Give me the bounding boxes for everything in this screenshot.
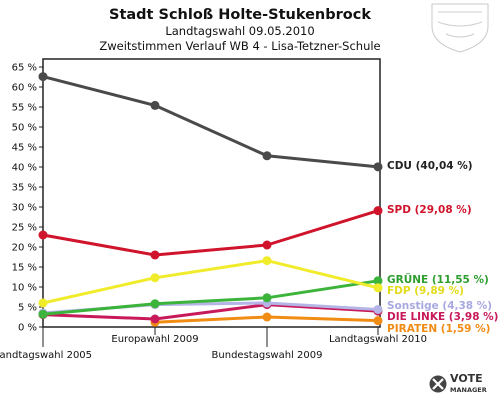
series-line-fdp [42, 259, 379, 305]
y-tick-label: 10 % [12, 283, 37, 294]
y-tick-label: 15 % [12, 263, 37, 274]
y-tick-label: 65 % [12, 63, 37, 74]
coat-of-arms-icon [431, 3, 489, 53]
y-tick-label: 40 % [12, 163, 37, 174]
y-tick-label: 30 % [12, 203, 37, 214]
series-line-die-linke [42, 303, 379, 321]
x-tick-label: Europawahl 2009 [111, 334, 198, 345]
y-tick-label: 35 % [12, 183, 37, 194]
data-point-spd [150, 250, 160, 260]
data-point-gr-ne [38, 309, 48, 319]
chart-subtitle: Landtagswahl 09.05.2010 [165, 24, 314, 38]
series-line-spd [42, 209, 379, 257]
data-point-gr-ne [262, 293, 272, 303]
end-label-gr-ne: GRÜNE (11,55 %) [387, 272, 489, 286]
svg-text:VOTE: VOTE [450, 372, 483, 385]
data-point-cdu [38, 72, 48, 82]
data-point-gr-ne [150, 299, 160, 309]
data-point-spd [38, 230, 48, 240]
y-tick-label: 60 % [12, 83, 37, 94]
data-point-cdu [262, 151, 272, 161]
series-lines [38, 72, 383, 327]
y-tick-label: 25 % [12, 223, 37, 234]
chart-subtitle-2: Zweitstimmen Verlauf WB 4 - Lisa-Tetzner… [99, 39, 380, 53]
data-point-piraten [373, 316, 383, 326]
series-line-cdu [42, 75, 379, 169]
end-label-sonstige: Sonstige (4,38 %) [387, 300, 492, 312]
data-point-die-linke [150, 314, 160, 324]
y-tick-label: 45 % [12, 143, 37, 154]
x-tick-label: Landtagswahl 2005 [0, 350, 92, 361]
data-point-cdu [150, 100, 160, 110]
data-point-spd [373, 206, 383, 216]
series-end-labels: CDU (40,04 %) SPD (29,08 %) FDP (9,89 %)GR… [387, 160, 498, 335]
plot-frame [42, 58, 381, 328]
x-tick-label: Landtagswahl 2010 [329, 334, 427, 345]
data-point-fdp [38, 298, 48, 308]
x-tick-label: Bundestagswahl 2009 [212, 350, 323, 361]
data-point-spd [262, 240, 272, 250]
chart-title: Stadt Schloß Holte-Stukenbrock [109, 7, 371, 23]
y-tick-label: 55 % [12, 103, 37, 114]
end-label-piraten: PIRATEN (1,59 %) [387, 323, 490, 335]
end-label-spd: SPD (29,08 %) [387, 204, 472, 216]
x-axis: Landtagswahl 2005 Europawahl 2009 Bundesta… [0, 327, 427, 361]
y-tick-label: 5 % [18, 303, 37, 314]
data-point-gr-ne [373, 276, 383, 286]
data-point-piraten [262, 312, 272, 322]
y-tick-label: 50 % [12, 123, 37, 134]
end-label-die-linke: DIE LINKE (3,98 %) [387, 311, 498, 323]
data-point-fdp [150, 273, 160, 283]
series-line-gr-ne [42, 279, 379, 316]
end-label-cdu: CDU (40,04 %) [387, 160, 473, 172]
data-point-fdp [262, 256, 272, 266]
vote-manager-logo: VOTE MANAGER [429, 372, 487, 394]
data-point-fdp [373, 283, 383, 293]
end-label-fdp: FDP (9,89 %) [387, 285, 464, 297]
data-point-sonstige [373, 304, 383, 314]
data-point-cdu [373, 162, 383, 172]
y-axis: 0 % 5 % 10 % 15 % 20 % 25 % 30 % 35 % 40 % 45 % 50… [12, 63, 43, 334]
plot-area [42, 58, 381, 328]
y-tick-label: 0 % [18, 323, 37, 334]
svg-text:MANAGER: MANAGER [450, 386, 487, 394]
y-tick-label: 20 % [12, 243, 37, 254]
